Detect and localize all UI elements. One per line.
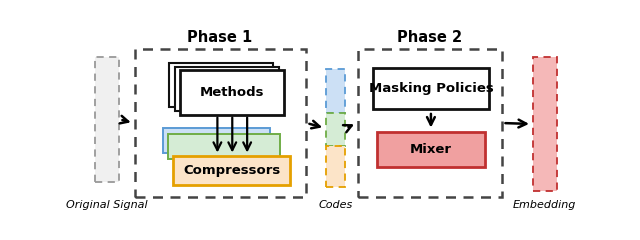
Bar bbox=[134, 49, 306, 197]
Bar bbox=[175, 67, 279, 111]
Bar bbox=[358, 49, 502, 197]
Text: Embedding: Embedding bbox=[513, 200, 577, 210]
Text: Codes: Codes bbox=[318, 200, 353, 210]
Text: Compressors: Compressors bbox=[183, 164, 280, 177]
Bar bbox=[326, 146, 345, 187]
Text: Original Signal: Original Signal bbox=[66, 200, 148, 210]
Text: Phase 1: Phase 1 bbox=[188, 30, 253, 45]
Text: Mixer: Mixer bbox=[410, 143, 452, 156]
Bar bbox=[163, 128, 270, 153]
Text: Methods: Methods bbox=[200, 86, 264, 99]
Bar bbox=[169, 63, 273, 107]
Text: Phase 2: Phase 2 bbox=[397, 30, 462, 45]
Bar bbox=[326, 69, 345, 113]
Bar bbox=[180, 70, 284, 115]
Bar bbox=[95, 56, 118, 182]
Bar bbox=[173, 156, 290, 185]
Bar bbox=[533, 57, 557, 192]
Bar bbox=[326, 113, 345, 146]
Bar bbox=[376, 132, 484, 168]
Text: Masking Policies: Masking Policies bbox=[369, 82, 493, 95]
Bar bbox=[168, 134, 280, 159]
Bar bbox=[372, 68, 489, 109]
